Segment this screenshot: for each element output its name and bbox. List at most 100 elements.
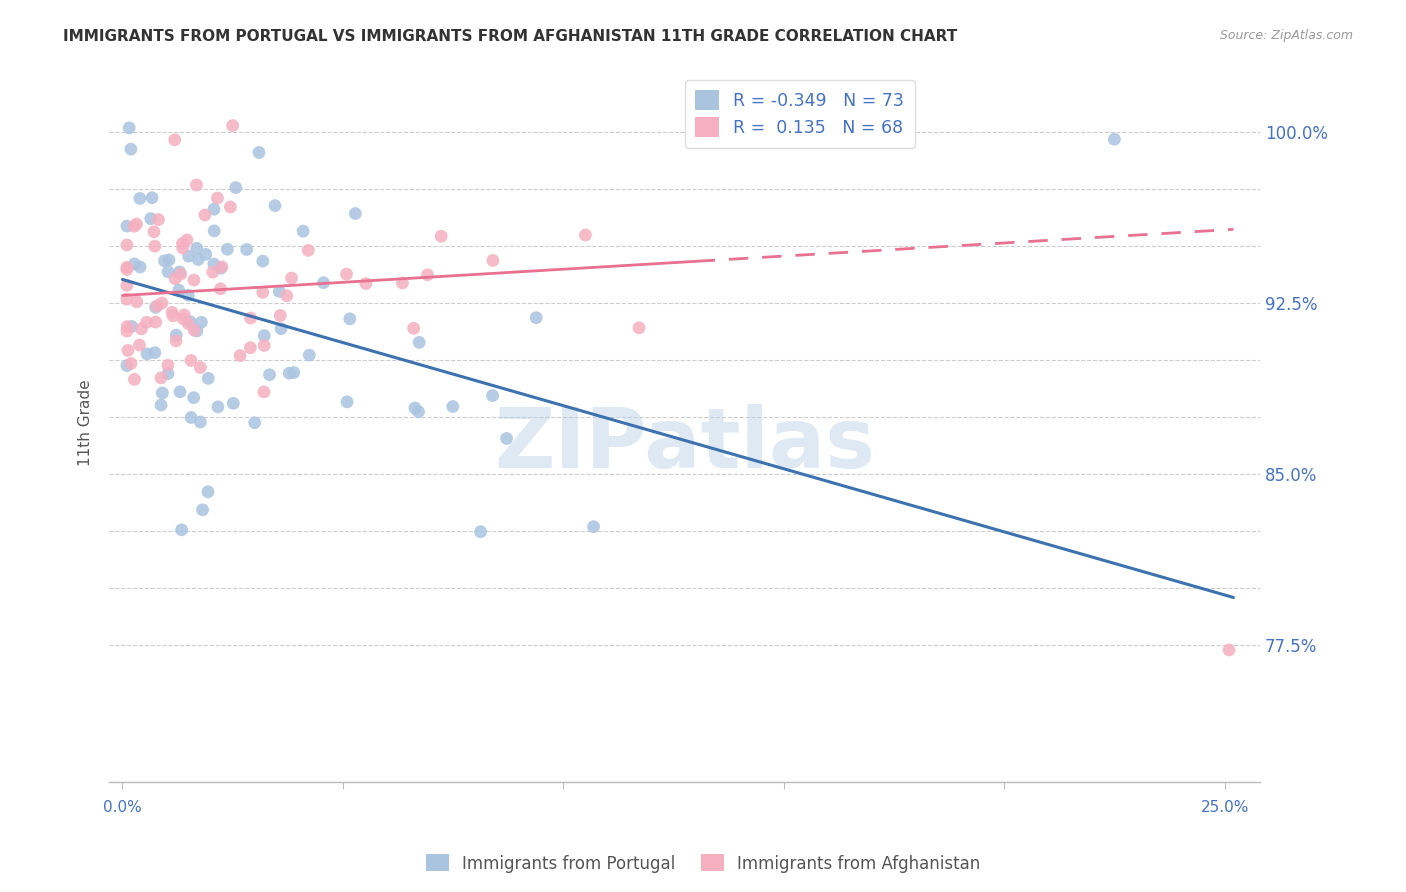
Point (186, 324, 208, 338)
Point (239, 311, 262, 326)
Point (183, 391, 205, 405)
Point (202, 224, 225, 238)
Point (180, 353, 202, 368)
Point (149, 371, 172, 385)
Point (191, 502, 214, 516)
Point (298, 348, 321, 362)
Point (172, 236, 194, 251)
Point (219, 200, 242, 214)
Point (128, 338, 150, 352)
Point (344, 206, 367, 220)
Legend: Immigrants from Portugal, Immigrants from Afghanistan: Immigrants from Portugal, Immigrants fro… (419, 847, 987, 880)
Point (229, 349, 252, 363)
Point (269, 309, 291, 323)
Point (190, 315, 212, 329)
Point (269, 285, 291, 299)
Y-axis label: 11th Grade: 11th Grade (79, 380, 93, 467)
Point (495, 432, 517, 446)
Point (128, 191, 150, 205)
Point (408, 335, 430, 350)
Point (115, 359, 138, 373)
Point (160, 305, 183, 319)
Point (252, 254, 274, 268)
Point (197, 484, 219, 499)
Point (157, 252, 180, 267)
Point (253, 384, 276, 399)
Point (297, 244, 319, 258)
Point (441, 400, 464, 414)
Point (169, 265, 191, 279)
Point (124, 372, 146, 386)
Point (172, 241, 194, 255)
Point (201, 265, 224, 279)
Point (628, 321, 651, 335)
Text: 0.0%: 0.0% (103, 800, 142, 815)
Point (187, 252, 209, 267)
Point (146, 299, 169, 313)
Point (336, 394, 359, 409)
Point (217, 242, 239, 256)
Point (404, 401, 426, 415)
Point (270, 322, 292, 336)
Point (180, 410, 202, 425)
Point (574, 227, 596, 242)
Point (145, 301, 167, 315)
Point (141, 191, 163, 205)
Point (225, 180, 247, 194)
Point (259, 368, 281, 382)
Point (354, 277, 377, 291)
Point (129, 260, 152, 274)
Text: IMMIGRANTS FROM PORTUGAL VS IMMIGRANTS FROM AFGHANISTAN 11TH GRADE CORRELATION C: IMMIGRANTS FROM PORTUGAL VS IMMIGRANTS F… (63, 29, 957, 44)
Point (125, 217, 148, 231)
Point (156, 358, 179, 372)
Point (143, 345, 166, 359)
Point (136, 347, 159, 361)
Point (142, 225, 165, 239)
Point (131, 322, 153, 336)
Point (202, 202, 225, 217)
Point (253, 328, 276, 343)
Point (120, 356, 142, 370)
Point (416, 268, 439, 282)
Point (167, 283, 190, 297)
Point (163, 133, 186, 147)
Point (247, 145, 270, 160)
Point (170, 267, 193, 281)
Point (194, 208, 217, 222)
Point (115, 292, 138, 306)
Point (481, 388, 503, 402)
Point (482, 253, 505, 268)
Point (172, 311, 194, 326)
Point (177, 288, 200, 302)
Point (148, 212, 170, 227)
Point (115, 262, 138, 277)
Point (186, 241, 208, 255)
Text: Source: ZipAtlas.com: Source: ZipAtlas.com (1219, 29, 1353, 42)
Point (124, 257, 146, 271)
Point (276, 289, 298, 303)
Point (470, 524, 492, 539)
Point (115, 324, 138, 338)
Point (143, 239, 166, 253)
Point (115, 260, 138, 275)
Point (150, 386, 173, 401)
Point (183, 273, 205, 287)
Point (207, 400, 229, 414)
Point (157, 367, 180, 381)
Point (222, 396, 245, 410)
Point (162, 309, 184, 323)
Point (209, 282, 232, 296)
Point (253, 338, 276, 352)
Text: ZIPatlas: ZIPatlas (494, 404, 875, 485)
Point (157, 265, 180, 279)
Point (115, 219, 138, 234)
Point (264, 199, 287, 213)
Point (188, 415, 211, 429)
Point (179, 315, 201, 329)
Point (177, 249, 200, 263)
Point (283, 366, 305, 380)
Point (139, 211, 162, 226)
Point (221, 119, 243, 133)
Point (582, 519, 605, 533)
Point (194, 247, 217, 261)
